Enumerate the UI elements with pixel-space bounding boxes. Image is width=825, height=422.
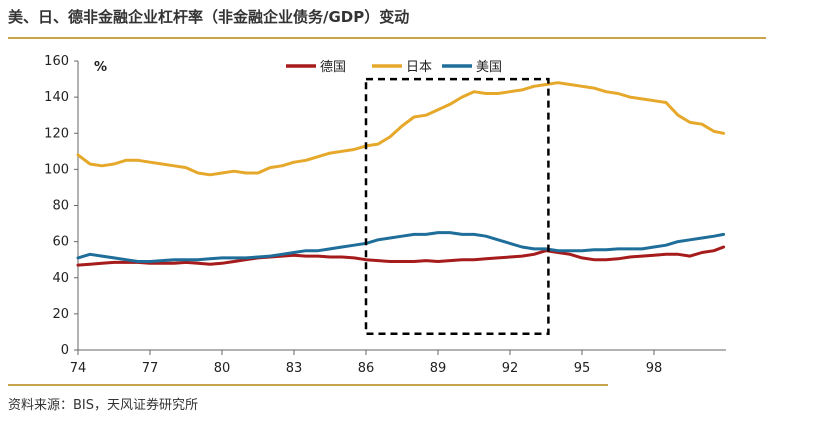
axes: 0 20 40 60 80 100 120 140 160 % 74 77 80 83 86 89 92 95 98 bbox=[44, 54, 726, 376]
y-tick-label: 80 bbox=[52, 199, 69, 214]
x-tick-label: 98 bbox=[646, 361, 663, 376]
x-tick-label: 92 bbox=[502, 361, 519, 376]
y-tick-label: 140 bbox=[44, 90, 69, 105]
series-layer bbox=[76, 81, 726, 267]
series-line-2 bbox=[76, 231, 726, 263]
legend-label-2: 美国 bbox=[476, 60, 502, 75]
y-tick-label: 0 bbox=[61, 343, 69, 358]
series-line-0 bbox=[76, 245, 726, 267]
x-tick-label: 83 bbox=[286, 361, 303, 376]
y-tick-label: 20 bbox=[52, 307, 69, 322]
highlight-box bbox=[364, 77, 550, 335]
x-tick-label: 86 bbox=[358, 361, 375, 376]
legend-label-1: 日本 bbox=[406, 60, 432, 75]
y-tick-label: 160 bbox=[44, 54, 69, 69]
series-line-1 bbox=[76, 81, 726, 177]
y-axis-unit: % bbox=[94, 60, 107, 75]
legend-label-0: 德国 bbox=[320, 60, 346, 75]
source-divider bbox=[8, 384, 608, 386]
chart-title: 美、日、德非金融企业杠杆率（非金融企业债务/GDP）变动 bbox=[8, 8, 410, 26]
x-tick-label: 74 bbox=[70, 361, 87, 376]
x-tick-label: 95 bbox=[574, 361, 591, 376]
x-tick-label: 89 bbox=[430, 361, 447, 376]
annotation-layer bbox=[364, 77, 550, 335]
y-tick-label: 60 bbox=[52, 235, 69, 250]
x-tick-label: 80 bbox=[214, 361, 231, 376]
legend: 德国 日本 美国 bbox=[286, 60, 502, 75]
x-tick-label: 77 bbox=[142, 361, 159, 376]
y-tick-label: 100 bbox=[44, 162, 69, 177]
y-tick-label: 40 bbox=[52, 271, 69, 286]
y-tick-label: 120 bbox=[44, 126, 69, 141]
title-divider bbox=[8, 37, 766, 39]
source-note: 资料来源：BIS，天风证券研究所 bbox=[8, 398, 199, 413]
